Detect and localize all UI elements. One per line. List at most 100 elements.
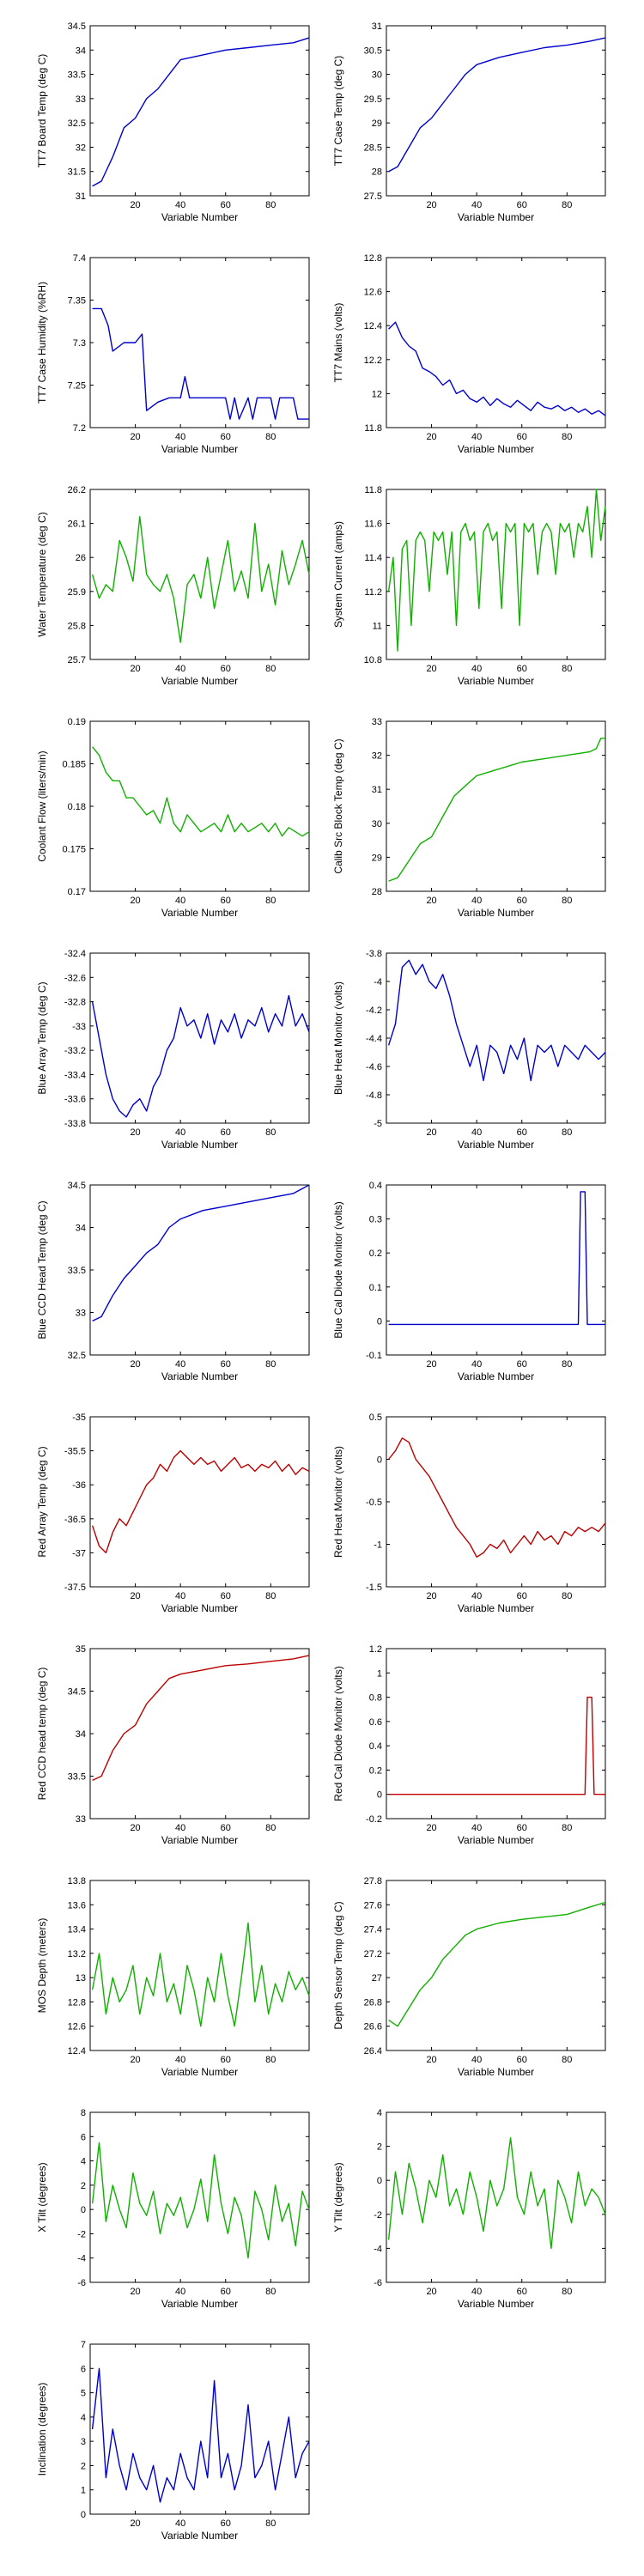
y-tick-label: -33.8: [64, 1119, 86, 1129]
y-tick-label: 27.8: [364, 1876, 382, 1886]
y-tick-label: 12.4: [364, 321, 382, 331]
y-tick-label: 7.3: [73, 338, 86, 349]
y-tick-label: 0.8: [369, 1693, 382, 1704]
x-tick-label: 20: [130, 1359, 140, 1370]
x-tick-label: 60: [517, 664, 527, 674]
x-axis-label: Variable Number: [161, 675, 238, 687]
x-tick-label: 40: [471, 1823, 482, 1833]
y-tick-label: 7.25: [68, 381, 86, 392]
chart-panel-12: -0.1 0 0.1 0.2 0.3 0.4 20 40 60 80 Variable Number…: [332, 1181, 606, 1382]
x-tick-label: 20: [426, 2055, 436, 2065]
x-tick-label: 20: [130, 664, 140, 674]
y-tick-label: 26: [76, 553, 86, 563]
x-tick-label: 80: [562, 896, 572, 906]
chart-panel-5: 25.7 25.8 25.9 26 26.1 26.2 20 40 60 80 Variable N…: [36, 485, 310, 687]
x-tick-label: 40: [471, 2055, 482, 2065]
y-axis-label: Blue Cal Diode Monitor (volts): [332, 1201, 344, 1338]
y-tick-label: 31: [372, 21, 382, 32]
y-tick-label: 6: [81, 2364, 86, 2374]
y-tick-label: 27.5: [364, 191, 382, 202]
x-tick-label: 60: [517, 1823, 527, 1833]
x-tick-label: 60: [517, 1127, 527, 1138]
y-tick-label: 0.5: [369, 1413, 382, 1423]
y-tick-label: 32: [76, 143, 86, 153]
y-tick-label: 34.5: [68, 1181, 86, 1191]
y-tick-label: 0: [377, 1790, 382, 1801]
y-tick-label: 13.8: [68, 1876, 86, 1886]
y-tick-label: 34: [76, 46, 86, 56]
y-tick-label: 12.6: [364, 288, 382, 298]
y-tick-label: 25.8: [68, 621, 86, 631]
y-tick-label: 2: [81, 2461, 86, 2471]
x-tick-label: 60: [221, 432, 231, 442]
y-tick-label: 0.2: [369, 1765, 382, 1776]
y-tick-label: -32.6: [64, 973, 86, 983]
chart-panel-2: 27.5 28 28.5 29 29.5 30 30.5 31 20 40 60 80 Variable…: [332, 21, 606, 223]
y-tick-label: 13: [76, 1973, 86, 1984]
y-tick-label: 26.2: [68, 485, 86, 495]
plot-area: [89, 1416, 310, 1588]
x-tick-label: 80: [562, 432, 572, 442]
chart-panel-19: -6 -4 -2 0 2 4 6 8 20 40 60 80 Variable Number X Tilt…: [36, 2108, 310, 2310]
y-tick-label: -37.5: [64, 1583, 86, 1593]
y-tick-label: -36: [72, 1480, 86, 1491]
y-tick-label: 0: [81, 2205, 86, 2215]
y-tick-label: -32.4: [64, 949, 86, 959]
series-line: [91, 516, 310, 643]
x-tick-label: 20: [426, 200, 436, 210]
x-axis-label: Variable Number: [458, 1139, 534, 1151]
y-tick-label: 30: [372, 819, 382, 829]
y-tick-label: 0.6: [369, 1717, 382, 1728]
y-axis-label: Blue Heat Monitor (volts): [332, 981, 344, 1095]
x-tick-label: 20: [130, 1823, 140, 1833]
y-tick-label: 27.2: [364, 1949, 382, 1959]
x-tick-label: 60: [517, 432, 527, 442]
plot-area: [89, 2111, 310, 2283]
y-tick-label: -4.2: [366, 1005, 382, 1016]
x-axis-label: Variable Number: [161, 2530, 238, 2542]
plot-area: [386, 1184, 606, 1356]
y-tick-label: 7.2: [73, 423, 86, 434]
y-tick-label: 31: [76, 191, 86, 202]
x-tick-label: 80: [265, 2287, 276, 2297]
x-tick-label: 80: [265, 896, 276, 906]
chart-panel-17: 12.4 12.6 12.8 13 13.2 13.4 13.6 13.8 20 40 60 80 Va…: [36, 1876, 310, 2078]
y-tick-label: 0: [377, 2176, 382, 2186]
y-axis-label: Depth Sensor Temp (deg C): [332, 1901, 344, 2029]
x-tick-label: 80: [265, 2055, 276, 2065]
x-tick-label: 20: [426, 1591, 436, 1601]
plot-area: [386, 2111, 606, 2283]
x-tick-label: 80: [265, 432, 276, 442]
y-tick-label: -4.8: [366, 1091, 382, 1101]
x-tick-label: 40: [471, 2287, 482, 2297]
y-tick-label: -35.5: [64, 1447, 86, 1457]
y-tick-label: 26.8: [364, 1997, 382, 2008]
x-tick-label: 20: [426, 664, 436, 674]
y-tick-label: 2: [81, 2181, 86, 2191]
chart-panel-8: 28 29 30 31 32 33 20 40 60 80 Variable Number Calib…: [332, 717, 606, 919]
x-tick-label: 80: [562, 1127, 572, 1138]
x-tick-label: 40: [471, 432, 482, 442]
y-tick-label: 30.5: [364, 46, 382, 56]
x-tick-label: 40: [471, 1127, 482, 1138]
y-tick-label: 26.1: [68, 519, 86, 530]
y-tick-label: 32.5: [68, 118, 86, 129]
chart-panel-10: -5 -4.8 -4.6 -4.4 -4.2 -4 -3.8 20 40 60 80 Variable…: [332, 949, 606, 1151]
y-tick-label: -0.1: [366, 1351, 382, 1361]
y-tick-label: -33.6: [64, 1095, 86, 1105]
y-tick-label: 33: [76, 94, 86, 105]
y-tick-label: 8: [81, 2108, 86, 2118]
x-tick-label: 80: [562, 2055, 572, 2065]
series-line: [388, 1696, 605, 1795]
plot-area: [386, 1416, 606, 1588]
x-tick-label: 40: [175, 1823, 185, 1833]
series-line: [388, 37, 606, 173]
y-tick-label: 28: [372, 167, 382, 178]
plot-area: [386, 720, 606, 892]
y-tick-label: 0.18: [68, 802, 86, 812]
x-tick-label: 20: [130, 2055, 140, 2065]
series-line: [388, 1191, 605, 1326]
y-tick-label: 30: [372, 70, 382, 81]
x-tick-label: 40: [175, 2055, 185, 2065]
y-tick-label: 12.2: [364, 355, 382, 366]
